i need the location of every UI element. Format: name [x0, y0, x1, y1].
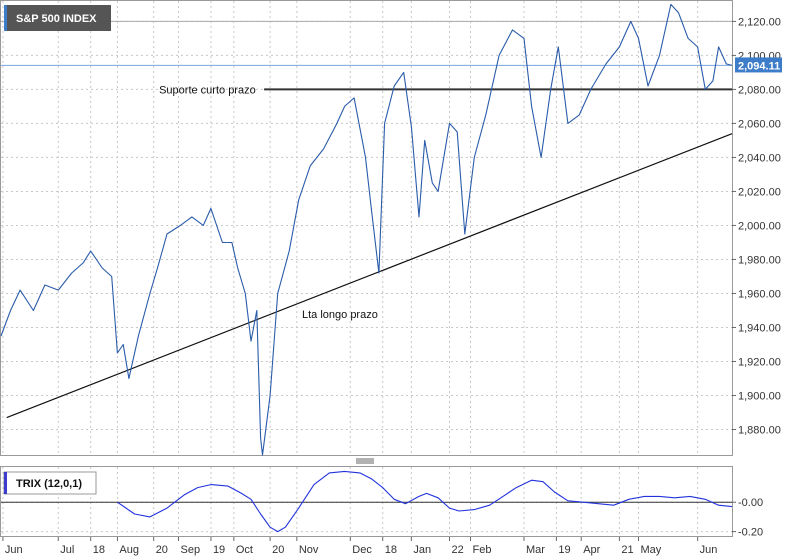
price-panel-frame [0, 0, 733, 456]
price-y-tick-label: 1,960.00 [738, 288, 781, 300]
price-y-tick-label: 1,900.00 [738, 390, 781, 402]
x-tick-label: 19 [213, 544, 225, 556]
x-tick-label: 20 [156, 544, 168, 556]
x-tick-label: Dec [352, 544, 372, 556]
trix-title-accent [4, 472, 7, 494]
price-y-tick-label: 2,000.00 [738, 220, 781, 232]
price-y-tick-label: 1,980.00 [738, 254, 781, 266]
x-tick-label: May [640, 544, 661, 556]
price-series-line [0, 3, 733, 456]
x-tick-label: 20 [272, 544, 284, 556]
panel-resize-handle[interactable] [356, 458, 374, 464]
price-y-tick-label: 2,080.00 [738, 84, 781, 96]
trix-y-tick-label: -0.20 [738, 527, 763, 539]
x-tick-label: Oct [236, 544, 253, 556]
price-title-accent [4, 5, 7, 31]
price-annotations: Suporte curto prazo Lta longo prazo [6, 84, 733, 419]
last-price-label: 2,094.11 [738, 60, 780, 72]
x-tick-label: Jun [700, 544, 718, 556]
x-tick-label: 21 [621, 544, 633, 556]
trix-series-line [117, 470, 733, 533]
price-panel-title: S&P 500 INDEX [16, 13, 97, 25]
x-tick-label: Jan [413, 544, 431, 556]
price-y-tick-label: 1,880.00 [738, 424, 781, 436]
trix-y-tick-label: -0.00 [738, 497, 763, 509]
trend-line [6, 133, 733, 419]
support-line-label: Suporte curto prazo [159, 84, 256, 96]
price-y-tick-label: 1,940.00 [738, 322, 781, 334]
x-tick-label: 22 [452, 544, 464, 556]
trix-y-axis: -0.00 -0.20 [732, 497, 763, 539]
x-tick-label: Apr [583, 544, 600, 556]
last-price-tag: 2,094.11 [735, 57, 782, 73]
x-tick-label: Sep [181, 544, 201, 556]
last-price-tag-bg [735, 57, 782, 73]
x-tick-label: 19 [558, 544, 570, 556]
trix-panel-frame [0, 466, 733, 537]
x-tick-label: Aug [119, 544, 139, 556]
price-title-box [4, 5, 111, 31]
x-tick-label: Mar [526, 544, 545, 556]
price-y-tick-label: 2,060.00 [738, 118, 781, 130]
x-tick-label: Nov [299, 544, 319, 556]
price-y-tick-label: 2,020.00 [738, 186, 781, 198]
x-tick-label: 18 [93, 544, 105, 556]
trix-panel-title: TRIX (12,0,1) [16, 478, 82, 490]
price-grid [1, 1, 732, 455]
x-tick-label: Jun [5, 544, 23, 556]
x-tick-label: Feb [473, 544, 492, 556]
x-tick-label: Jul [60, 544, 74, 556]
price-reference-lines [1, 20, 732, 66]
price-y-tick-label: 2,040.00 [738, 152, 781, 164]
x-tick-label: 18 [385, 544, 397, 556]
trix-series [117, 470, 733, 533]
x-axis: Jun Jul 18 Aug 20 Sep 19 Oct 20 Nov Dec 18 Jan 22 Feb M… [2, 537, 718, 556]
trend-line-label: Lta longo prazo [302, 309, 378, 321]
price-y-axis: 1,880.00 1,900.00 1,920.00 1,940.00 1,960.00… [732, 16, 781, 436]
price-series [0, 3, 733, 456]
price-y-tick-label: 2,120.00 [738, 16, 781, 28]
price-y-tick-label: 1,920.00 [738, 356, 781, 368]
